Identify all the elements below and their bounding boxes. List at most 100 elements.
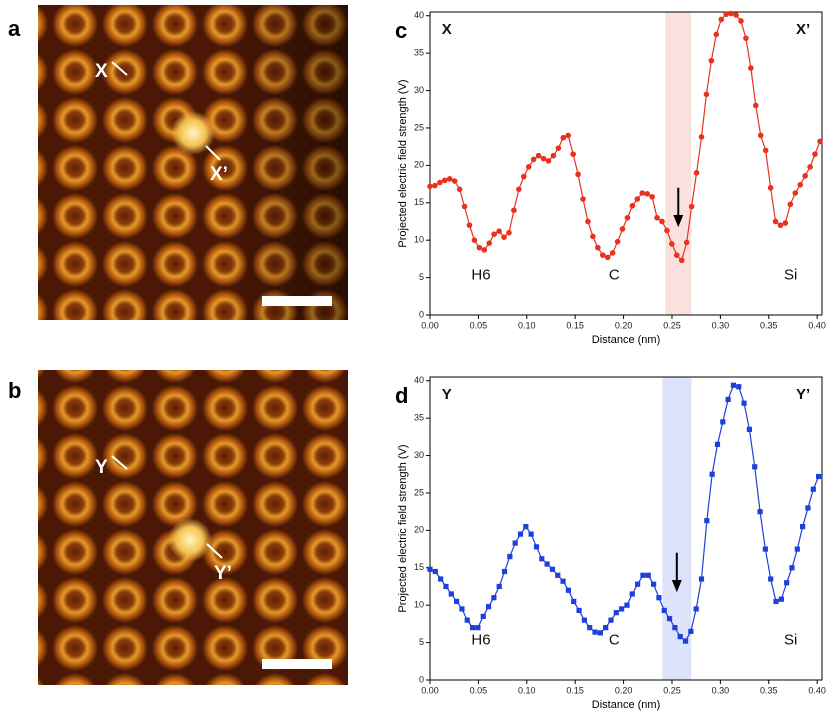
data-point: [485, 604, 492, 610]
data-point: [713, 31, 720, 38]
image-panel: b Y Y’: [8, 370, 348, 685]
y-tick-label: 20: [414, 160, 424, 170]
annotation: Y: [442, 386, 452, 403]
annotation: Si: [784, 632, 797, 649]
data-point: [535, 152, 542, 159]
data-point: [454, 598, 460, 605]
data-point: [683, 239, 690, 246]
x-tick-label: 0.00: [421, 320, 439, 330]
annotation: Si: [784, 267, 797, 284]
x-axis-title: Distance (nm): [592, 699, 660, 711]
data-point: [592, 629, 598, 635]
data-point: [511, 207, 517, 214]
x-tick-label: 0.20: [615, 320, 633, 330]
data-point: [639, 190, 646, 196]
x-tick-label: 0.15: [566, 685, 584, 695]
bright-spot: [171, 111, 215, 155]
data-point: [752, 102, 759, 109]
data-point: [816, 473, 822, 480]
data-point: [741, 400, 747, 406]
data-point: [738, 18, 744, 24]
data-point: [545, 158, 552, 164]
data-point: [491, 231, 497, 237]
data-point: [654, 214, 660, 221]
y-tick-label: 25: [414, 122, 424, 132]
data-point: [752, 464, 758, 470]
data-point: [451, 178, 458, 184]
data-point: [661, 607, 667, 614]
data-point: [446, 176, 453, 182]
y-tick-label: 10: [414, 600, 424, 610]
annotation: H6: [471, 632, 490, 649]
y-tick-label: 35: [414, 413, 424, 423]
data-point: [549, 566, 556, 572]
data-point: [443, 583, 449, 590]
data-point: [767, 185, 774, 191]
data-point: [614, 238, 621, 245]
data-point: [629, 202, 636, 209]
chart: 0.00 0.05 0.10 0.15 0.20 0.25 0.30 0.35 0.40 0 5 10…: [395, 375, 826, 711]
data-point: [678, 257, 685, 264]
data-point: [807, 164, 813, 170]
data-point: [743, 35, 749, 41]
data-point: [432, 568, 438, 575]
chart: 0.00 0.05 0.10 0.15 0.20 0.25 0.30 0.35 0.40 0 5 10…: [395, 10, 826, 346]
data-point: [704, 518, 710, 524]
arrow: [111, 61, 128, 76]
data-point: [486, 240, 493, 246]
annotation: C: [609, 267, 620, 284]
data-point: [805, 505, 811, 511]
data-point: [659, 218, 665, 225]
data-point: [575, 171, 581, 178]
data-point: [442, 177, 448, 184]
x-tick-label: 0.05: [470, 320, 488, 330]
annotation: X’: [796, 21, 810, 38]
data-point: [772, 218, 779, 225]
y-tick-label: 20: [414, 525, 424, 535]
image-annotation: Y: [95, 457, 108, 478]
data-point: [624, 602, 630, 608]
data-point: [649, 193, 655, 200]
data-point: [693, 606, 699, 612]
scale-bar: [262, 296, 332, 306]
annotation: H6: [471, 267, 490, 284]
data-point: [461, 203, 468, 210]
data-point: [757, 509, 763, 515]
data-point: [619, 226, 626, 232]
data-point: [603, 625, 609, 631]
data-point: [590, 233, 596, 240]
data-point: [624, 214, 631, 221]
data-point: [640, 572, 646, 578]
data-point: [797, 182, 804, 188]
y-tick-label: 35: [414, 48, 424, 58]
data-point: [555, 572, 561, 578]
x-tick-label: 0.35: [760, 685, 778, 695]
data-point: [456, 186, 463, 193]
x-tick-label: 0.25: [663, 685, 681, 695]
data-point: [656, 595, 662, 601]
highlight-band: [662, 377, 692, 680]
data-point: [481, 247, 488, 253]
x-tick-label: 0.40: [808, 685, 826, 695]
data-point: [471, 237, 478, 243]
annotation: Y’: [796, 386, 810, 403]
highlight-band: [665, 12, 692, 315]
micrograph-shade: [38, 5, 348, 320]
data-point: [708, 57, 715, 64]
x-tick-label: 0.25: [663, 320, 681, 330]
bright-spot: [168, 518, 212, 562]
data-point: [812, 151, 818, 157]
panel-label: d: [395, 383, 408, 408]
data-point: [629, 591, 635, 597]
y-tick-label: 40: [414, 375, 424, 385]
y-tick-label: 15: [414, 562, 424, 572]
data-point: [733, 12, 739, 18]
data-point: [475, 625, 481, 631]
arrow: [205, 145, 221, 161]
data-point: [792, 190, 799, 196]
data-point: [476, 244, 483, 251]
data-point: [746, 426, 753, 432]
x-tick-label: 0.20: [615, 685, 633, 695]
data-point: [571, 598, 577, 605]
annotation: C: [609, 632, 620, 649]
